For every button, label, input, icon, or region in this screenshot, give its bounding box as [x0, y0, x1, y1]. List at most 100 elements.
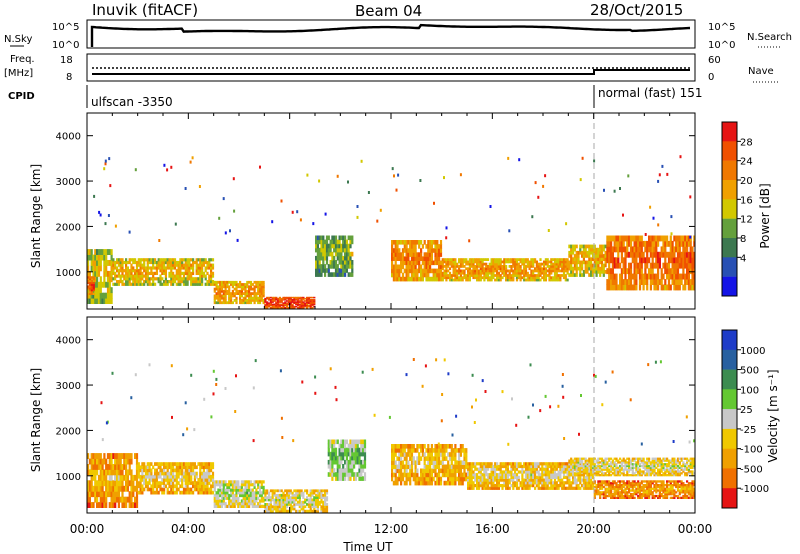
velocity-cell [544, 478, 547, 482]
velocity-cell [195, 471, 198, 476]
power-cell [548, 267, 551, 271]
power-cell [434, 256, 437, 261]
velocity-cell [324, 493, 327, 497]
power-cell [599, 250, 602, 255]
power-cell [467, 276, 470, 280]
velocity-cell [333, 455, 336, 461]
power-cell [114, 277, 117, 281]
velocity-cell [206, 481, 209, 485]
velocity-cell [452, 452, 455, 457]
power-cell [394, 264, 397, 270]
power-cell [125, 263, 128, 267]
power-cell [562, 274, 566, 277]
power-cell [414, 244, 417, 249]
power-cell [392, 272, 395, 278]
power-cell [230, 296, 233, 300]
power-cell [591, 244, 595, 249]
velocity-cell [235, 499, 238, 503]
power-cell [425, 264, 428, 270]
velocity-cell [477, 475, 481, 479]
power-cell [570, 257, 573, 261]
velocity-cell [170, 468, 173, 473]
power-cell [481, 269, 484, 273]
power-cell [521, 260, 524, 264]
velocity-cell [512, 467, 515, 471]
velocity-cell [291, 505, 294, 509]
velocity-cell [268, 498, 271, 502]
velocity-cell [114, 474, 117, 481]
power-cell [584, 244, 587, 249]
power-cell [126, 277, 129, 281]
power-cell [233, 209, 236, 213]
velocity-cell [306, 498, 309, 502]
power-cell [565, 222, 568, 226]
velocity-cell [210, 465, 213, 470]
velocity-cell [146, 484, 149, 489]
power-cell [514, 260, 517, 264]
velocity-cell [313, 496, 316, 499]
power-cell [510, 269, 513, 273]
velocity-cell [320, 505, 323, 509]
power-cell [555, 271, 558, 275]
velocity-cell [215, 483, 218, 487]
velocity-cell [199, 462, 202, 466]
power-cell [349, 264, 352, 269]
power-cell [472, 276, 475, 280]
velocity-cell [287, 500, 291, 504]
velocity-cell [302, 509, 305, 513]
power-cell [391, 272, 394, 278]
velocity-cell [363, 443, 367, 449]
velocity-cell [501, 484, 504, 488]
power-cell [497, 262, 500, 266]
power-cell [613, 273, 616, 280]
velocity-cell [125, 502, 128, 508]
power-cell [208, 277, 211, 281]
power-cell [90, 276, 93, 283]
power-cell [454, 267, 457, 271]
power-cell [401, 260, 405, 266]
velocity-cell [248, 488, 251, 492]
power-cell [459, 173, 462, 177]
velocity-cell [155, 481, 158, 485]
power-cell [682, 240, 685, 247]
power-cell [486, 276, 490, 280]
power-cell [600, 244, 604, 249]
power-cell [584, 254, 587, 258]
velocity-cell [219, 485, 222, 489]
power-cell [631, 257, 634, 264]
velocity-cell [90, 453, 93, 459]
velocity-cell [568, 481, 571, 485]
velocity-cell [231, 496, 234, 500]
velocity-cell [512, 475, 515, 479]
power-cell [488, 276, 491, 280]
power-cell [400, 260, 403, 266]
velocity-cell [112, 453, 115, 459]
power-cell [564, 258, 567, 261]
power-cell [315, 255, 318, 261]
power-cell [195, 260, 198, 265]
velocity-cell [105, 474, 108, 481]
power-cell [409, 264, 412, 270]
velocity-cell [336, 459, 339, 465]
velocity-cell [226, 504, 229, 508]
velocity-cell [306, 509, 309, 513]
power-cell [286, 307, 289, 309]
power-cell [535, 262, 538, 266]
power-cell [193, 280, 196, 284]
velocity-cell [416, 444, 419, 449]
velocity-cell [546, 481, 549, 485]
power-cell [391, 264, 394, 270]
velocity-cell [123, 502, 126, 508]
velocity-cell [557, 478, 560, 482]
velocity-cell [282, 491, 285, 495]
velocity-cell [420, 480, 423, 486]
power-cell [506, 269, 509, 273]
power-cell [224, 280, 227, 284]
velocity-cell [434, 480, 437, 486]
velocity-cell [311, 505, 314, 509]
power-cell [597, 270, 600, 274]
velocity-cell [510, 484, 513, 488]
velocity-cell [421, 476, 424, 482]
power-cell [186, 280, 189, 284]
velocity-cell [528, 478, 531, 482]
